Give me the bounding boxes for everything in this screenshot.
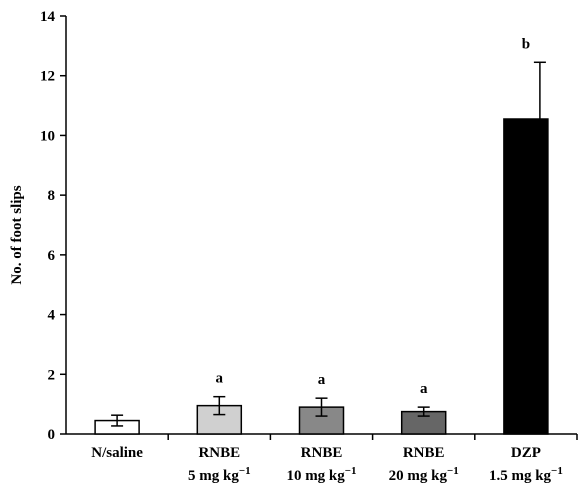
significance-label: a — [216, 371, 224, 387]
error-bar — [111, 414, 124, 427]
significance-label: b — [522, 36, 530, 52]
significance-labels: a a a b — [216, 36, 531, 397]
y-tick-label: 6 — [48, 248, 56, 264]
category-label: RNBE — [198, 445, 240, 461]
significance-label: a — [318, 372, 326, 388]
category-label: RNBE — [403, 445, 445, 461]
x-axis — [66, 433, 578, 440]
error-bar — [315, 397, 328, 417]
category-dose-label: 10 mg kg−1 — [286, 465, 356, 484]
y-tick-label: 0 — [48, 427, 56, 443]
y-tick-label: 4 — [48, 308, 56, 324]
bars — [94, 118, 549, 435]
error-bar — [417, 406, 430, 417]
category-dose-label: 1.5 mg kg−1 — [489, 465, 563, 484]
y-axis-title: No. of foot slips — [9, 185, 25, 284]
error-bar — [533, 61, 546, 120]
category-labels: N/saline RNBE 5 mg kg−1 RNBE 10 mg kg−1 RNBE 2… — [91, 445, 563, 484]
bar — [503, 118, 549, 435]
category-dose-label: 5 mg kg−1 — [188, 465, 251, 484]
y-tick-label: 8 — [48, 188, 56, 204]
y-axis: 0 2 4 6 8 10 12 14 — [40, 9, 67, 443]
y-tick-label: 2 — [48, 367, 56, 383]
significance-label: a — [420, 381, 428, 397]
y-tick-label: 14 — [40, 9, 56, 25]
y-tick-label: 10 — [40, 128, 55, 144]
y-tick-label: 12 — [40, 69, 55, 85]
category-label: RNBE — [301, 445, 343, 461]
category-label: DZP — [511, 445, 541, 461]
error-bars — [111, 61, 546, 427]
category-label: N/saline — [91, 445, 143, 461]
error-bar — [213, 395, 226, 416]
category-dose-label: 20 mg kg−1 — [389, 465, 459, 484]
